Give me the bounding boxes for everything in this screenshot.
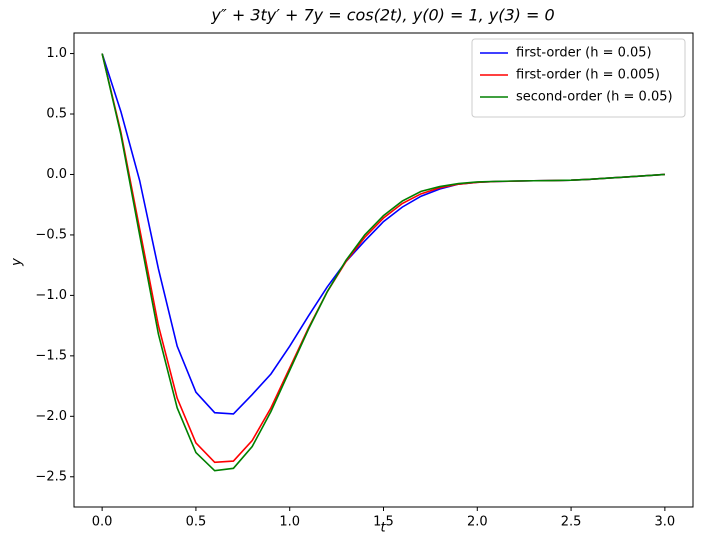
y-tick-label: −1.0	[35, 288, 67, 303]
x-axis-label: t	[380, 521, 386, 536]
legend-box	[471, 38, 686, 118]
chart-title: y″ + 3ty′ + 7y = cos(2t), y(0) = 1, y(3)…	[210, 6, 554, 25]
x-tick-label: 2.5	[561, 515, 582, 530]
legend-label: second-order (h = 0.05)	[516, 90, 673, 105]
legend: first-order (h = 0.05) first-order (h = 0…	[471, 38, 686, 118]
y-tick-label: −2.0	[35, 409, 67, 424]
y-tick-label: 0.0	[46, 167, 67, 182]
legend-label: first-order (h = 0.005)	[516, 68, 660, 83]
x-tick-label: 1.5	[373, 515, 394, 530]
y-tick-label: 0.5	[46, 107, 67, 122]
x-tick-label: 3.0	[655, 515, 676, 530]
x-tick-label: 0.5	[186, 515, 207, 530]
y-tick-label: −2.5	[35, 469, 67, 484]
x-tick-label: 1.0	[279, 515, 300, 530]
x-tick-label: 2.0	[467, 515, 488, 530]
y-tick-label: −0.5	[35, 227, 67, 242]
x-tick-label: 0.0	[92, 515, 113, 530]
y-tick-label: −1.5	[35, 348, 67, 363]
legend-label: first-order (h = 0.05)	[516, 46, 652, 61]
series-line	[101, 53, 665, 472]
y-axis-label: y	[10, 258, 25, 267]
y-tick-label: 1.0	[46, 46, 67, 61]
